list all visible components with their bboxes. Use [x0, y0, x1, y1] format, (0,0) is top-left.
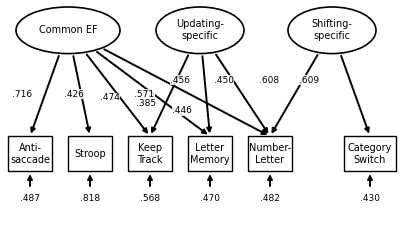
- Text: .568: .568: [140, 194, 160, 203]
- Ellipse shape: [16, 7, 120, 54]
- FancyBboxPatch shape: [68, 136, 112, 171]
- Text: .482: .482: [260, 194, 280, 203]
- Text: Number-
Letter: Number- Letter: [249, 143, 291, 165]
- FancyBboxPatch shape: [188, 136, 232, 171]
- Text: .716: .716: [12, 90, 32, 99]
- Text: Shifting-
specific: Shifting- specific: [312, 19, 352, 41]
- Text: Category
Switch: Category Switch: [348, 143, 392, 165]
- FancyBboxPatch shape: [344, 136, 396, 171]
- Text: Anti-
saccade: Anti- saccade: [10, 143, 50, 165]
- Text: .818: .818: [80, 194, 100, 203]
- Text: .487: .487: [20, 194, 40, 203]
- Text: Keep
Track: Keep Track: [137, 143, 163, 165]
- Text: Stroop: Stroop: [74, 149, 106, 159]
- Text: .446: .446: [172, 106, 192, 115]
- FancyBboxPatch shape: [128, 136, 172, 171]
- Text: .474: .474: [100, 93, 120, 102]
- Text: .450: .450: [214, 76, 234, 85]
- Text: Updating-
specific: Updating- specific: [176, 19, 224, 41]
- Text: .430: .430: [360, 194, 380, 203]
- Text: .571: .571: [134, 90, 154, 99]
- Text: .470: .470: [200, 194, 220, 203]
- Text: .456: .456: [170, 76, 190, 85]
- Text: .609: .609: [299, 76, 319, 85]
- Text: .426: .426: [64, 90, 84, 99]
- Text: .608: .608: [259, 76, 279, 85]
- FancyBboxPatch shape: [248, 136, 292, 171]
- Ellipse shape: [156, 7, 244, 54]
- Text: Letter
Memory: Letter Memory: [190, 143, 230, 165]
- Text: Common EF: Common EF: [39, 25, 97, 35]
- Ellipse shape: [288, 7, 376, 54]
- Text: .385: .385: [136, 99, 156, 108]
- FancyBboxPatch shape: [8, 136, 52, 171]
